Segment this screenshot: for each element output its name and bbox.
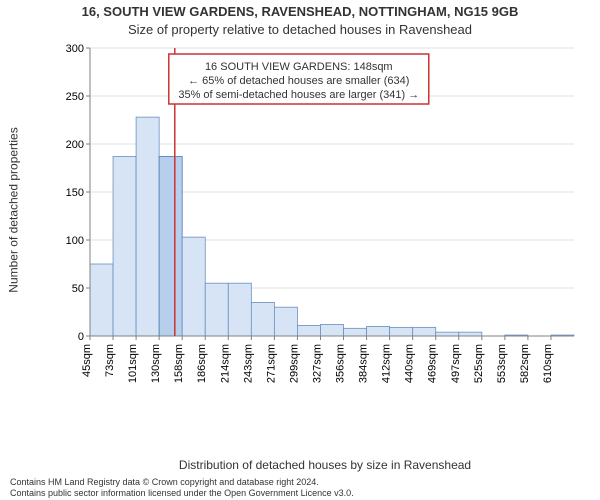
bar <box>90 264 113 336</box>
footer-attribution: Contains HM Land Registry data © Crown c… <box>10 477 590 498</box>
bar <box>205 283 228 336</box>
chart-svg: 0 50 100 150 200 250 300 45sqm 73sqm 101sqm 130sqm… <box>60 44 580 394</box>
callout-line: 16 SOUTH VIEW GARDENS: 148sqm <box>205 61 393 73</box>
highlight-bar <box>159 156 182 336</box>
plot-area: 0 50 100 150 200 250 300 45sqm 73sqm 101sqm 130sqm… <box>60 44 580 394</box>
x-tick-label: 582sqm <box>519 344 531 383</box>
x-tick-label: 186sqm <box>196 344 208 383</box>
x-tick-label: 271sqm <box>265 344 277 383</box>
x-axis-label: Distribution of detached houses by size … <box>60 458 590 472</box>
bar <box>344 328 367 336</box>
callout: 16 SOUTH VIEW GARDENS: 148sqm ← 65% of de… <box>169 54 429 104</box>
footer-line2: Contains public sector information licen… <box>10 488 590 498</box>
x-tick-label: 130sqm <box>150 344 162 383</box>
bars <box>90 117 574 336</box>
chart-container: { "titles": { "line1": "16, SOUTH VIEW G… <box>0 0 600 500</box>
y-tick-label: 0 <box>78 331 84 343</box>
x-ticks: 45sqm 73sqm 101sqm 130sqm 158sqm 186sqm 214sqm… <box>81 336 554 383</box>
y-tick-label: 100 <box>66 235 84 247</box>
bar <box>251 302 274 336</box>
bar <box>436 332 459 336</box>
x-tick-label: 45sqm <box>81 344 93 377</box>
bar <box>113 156 136 336</box>
x-tick-label: 469sqm <box>427 344 439 383</box>
x-tick-label: 553sqm <box>496 344 508 383</box>
chart-title-line1: 16, SOUTH VIEW GARDENS, RAVENSHEAD, NOTT… <box>0 4 600 19</box>
bar <box>228 283 251 336</box>
x-tick-label: 440sqm <box>404 344 416 383</box>
callout-line: ← 65% of detached houses are smaller (63… <box>188 75 409 87</box>
callout-line: 35% of semi-detached houses are larger (… <box>178 89 419 101</box>
bar <box>182 237 205 336</box>
x-tick-label: 497sqm <box>450 344 462 383</box>
x-tick-label: 525sqm <box>473 344 485 383</box>
x-tick-label: 101sqm <box>127 344 139 383</box>
bar <box>320 324 343 336</box>
x-tick-label: 356sqm <box>335 344 347 383</box>
footer-line1: Contains HM Land Registry data © Crown c… <box>10 477 590 487</box>
y-tick-label: 300 <box>66 44 84 55</box>
bar <box>459 332 482 336</box>
x-tick-label: 327sqm <box>311 344 323 383</box>
y-tick-label: 200 <box>66 139 84 151</box>
x-tick-label: 243sqm <box>242 344 254 383</box>
y-axis-label-wrap: Number of detached properties <box>6 0 22 420</box>
x-tick-label: 610sqm <box>542 344 554 383</box>
y-ticks: 0 50 100 150 200 250 300 <box>66 44 90 343</box>
y-tick-label: 150 <box>66 187 84 199</box>
bar <box>367 326 390 336</box>
x-tick-label: 73sqm <box>104 344 116 377</box>
bar <box>274 307 297 336</box>
x-tick-label: 384sqm <box>358 344 370 383</box>
x-tick-label: 158sqm <box>173 344 185 383</box>
y-axis-label: Number of detached properties <box>7 127 21 292</box>
x-tick-label: 299sqm <box>288 344 300 383</box>
y-tick-label: 50 <box>72 283 84 295</box>
y-tick-label: 250 <box>66 91 84 103</box>
bar <box>390 327 413 336</box>
x-tick-label: 412sqm <box>381 344 393 383</box>
bar <box>297 325 320 336</box>
bar <box>136 117 159 336</box>
chart-title-line2: Size of property relative to detached ho… <box>0 22 600 37</box>
bar <box>413 327 436 336</box>
x-tick-label: 214sqm <box>219 344 231 383</box>
